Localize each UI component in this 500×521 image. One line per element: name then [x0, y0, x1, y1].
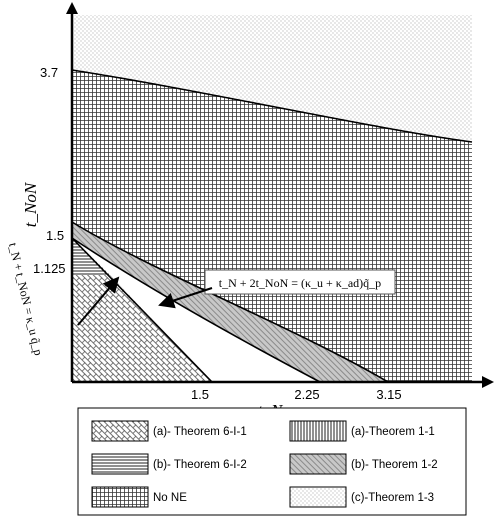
axes [66, 2, 494, 388]
y-axis-arrow [66, 2, 78, 14]
y-tick-label: 3.7 [40, 65, 58, 80]
band-lower-curve [71, 237, 321, 383]
diagonal-equation-text: t_N + t_NoN = κ_u q̃_p [6, 241, 46, 356]
band-upper-curve [71, 221, 389, 383]
legend-label: (b)- Theorem 6-I-2 [153, 459, 247, 471]
x-tick-label: 1.5 [191, 387, 209, 402]
legend-swatch [289, 453, 347, 475]
region-brick-theorem-6-i-1 [72, 275, 212, 382]
annotation-band-equation: t_N + 2t_NoN = (κ_u + κ_ad)q̃_p [158, 269, 396, 309]
diagonal-line [71, 237, 213, 383]
y-axis-label: t_NoN [21, 181, 40, 227]
boundary-lines [71, 69, 473, 383]
region-gray-band-theorem-1-2 [72, 222, 388, 382]
legend-label: (c)-Theorem 1-3 [351, 492, 434, 504]
y-tick-label: 1.125 [33, 261, 66, 276]
x-tick-labels: 1.5 2.25 3.15 [191, 387, 402, 402]
legend-swatch [289, 486, 347, 508]
region-dotted-theorem-1-3 [72, 15, 472, 142]
legend-swatch [91, 486, 149, 508]
region-no-ne-grid [72, 70, 472, 382]
legend-label: (a)- Theorem 6-I-1 [153, 426, 247, 438]
plot-regions [72, 15, 472, 382]
x-tick-label: 2.25 [294, 387, 319, 402]
legend-label: (b)- Theorem 1-2 [351, 459, 438, 471]
x-tick-label: 3.15 [376, 387, 401, 402]
legend-label: (a)-Theorem 1-1 [351, 426, 435, 438]
x-axis-arrow [482, 376, 494, 388]
y-tick-labels: 3.7 1.5 1.125 [33, 65, 66, 276]
band-equation-text: t_N + 2t_NoN = (κ_u + κ_ad)q̃_p [219, 276, 381, 290]
y-tick-label: 1.5 [46, 228, 64, 243]
legend: (a)- Theorem 6-I-1 (a)-Theorem 1-1 (b)- … [77, 407, 467, 516]
legend-swatch [91, 420, 149, 442]
legend-swatch [91, 453, 149, 475]
legend-label: No NE [153, 492, 187, 504]
upper-curve [71, 69, 473, 143]
legend-swatch [289, 420, 347, 442]
